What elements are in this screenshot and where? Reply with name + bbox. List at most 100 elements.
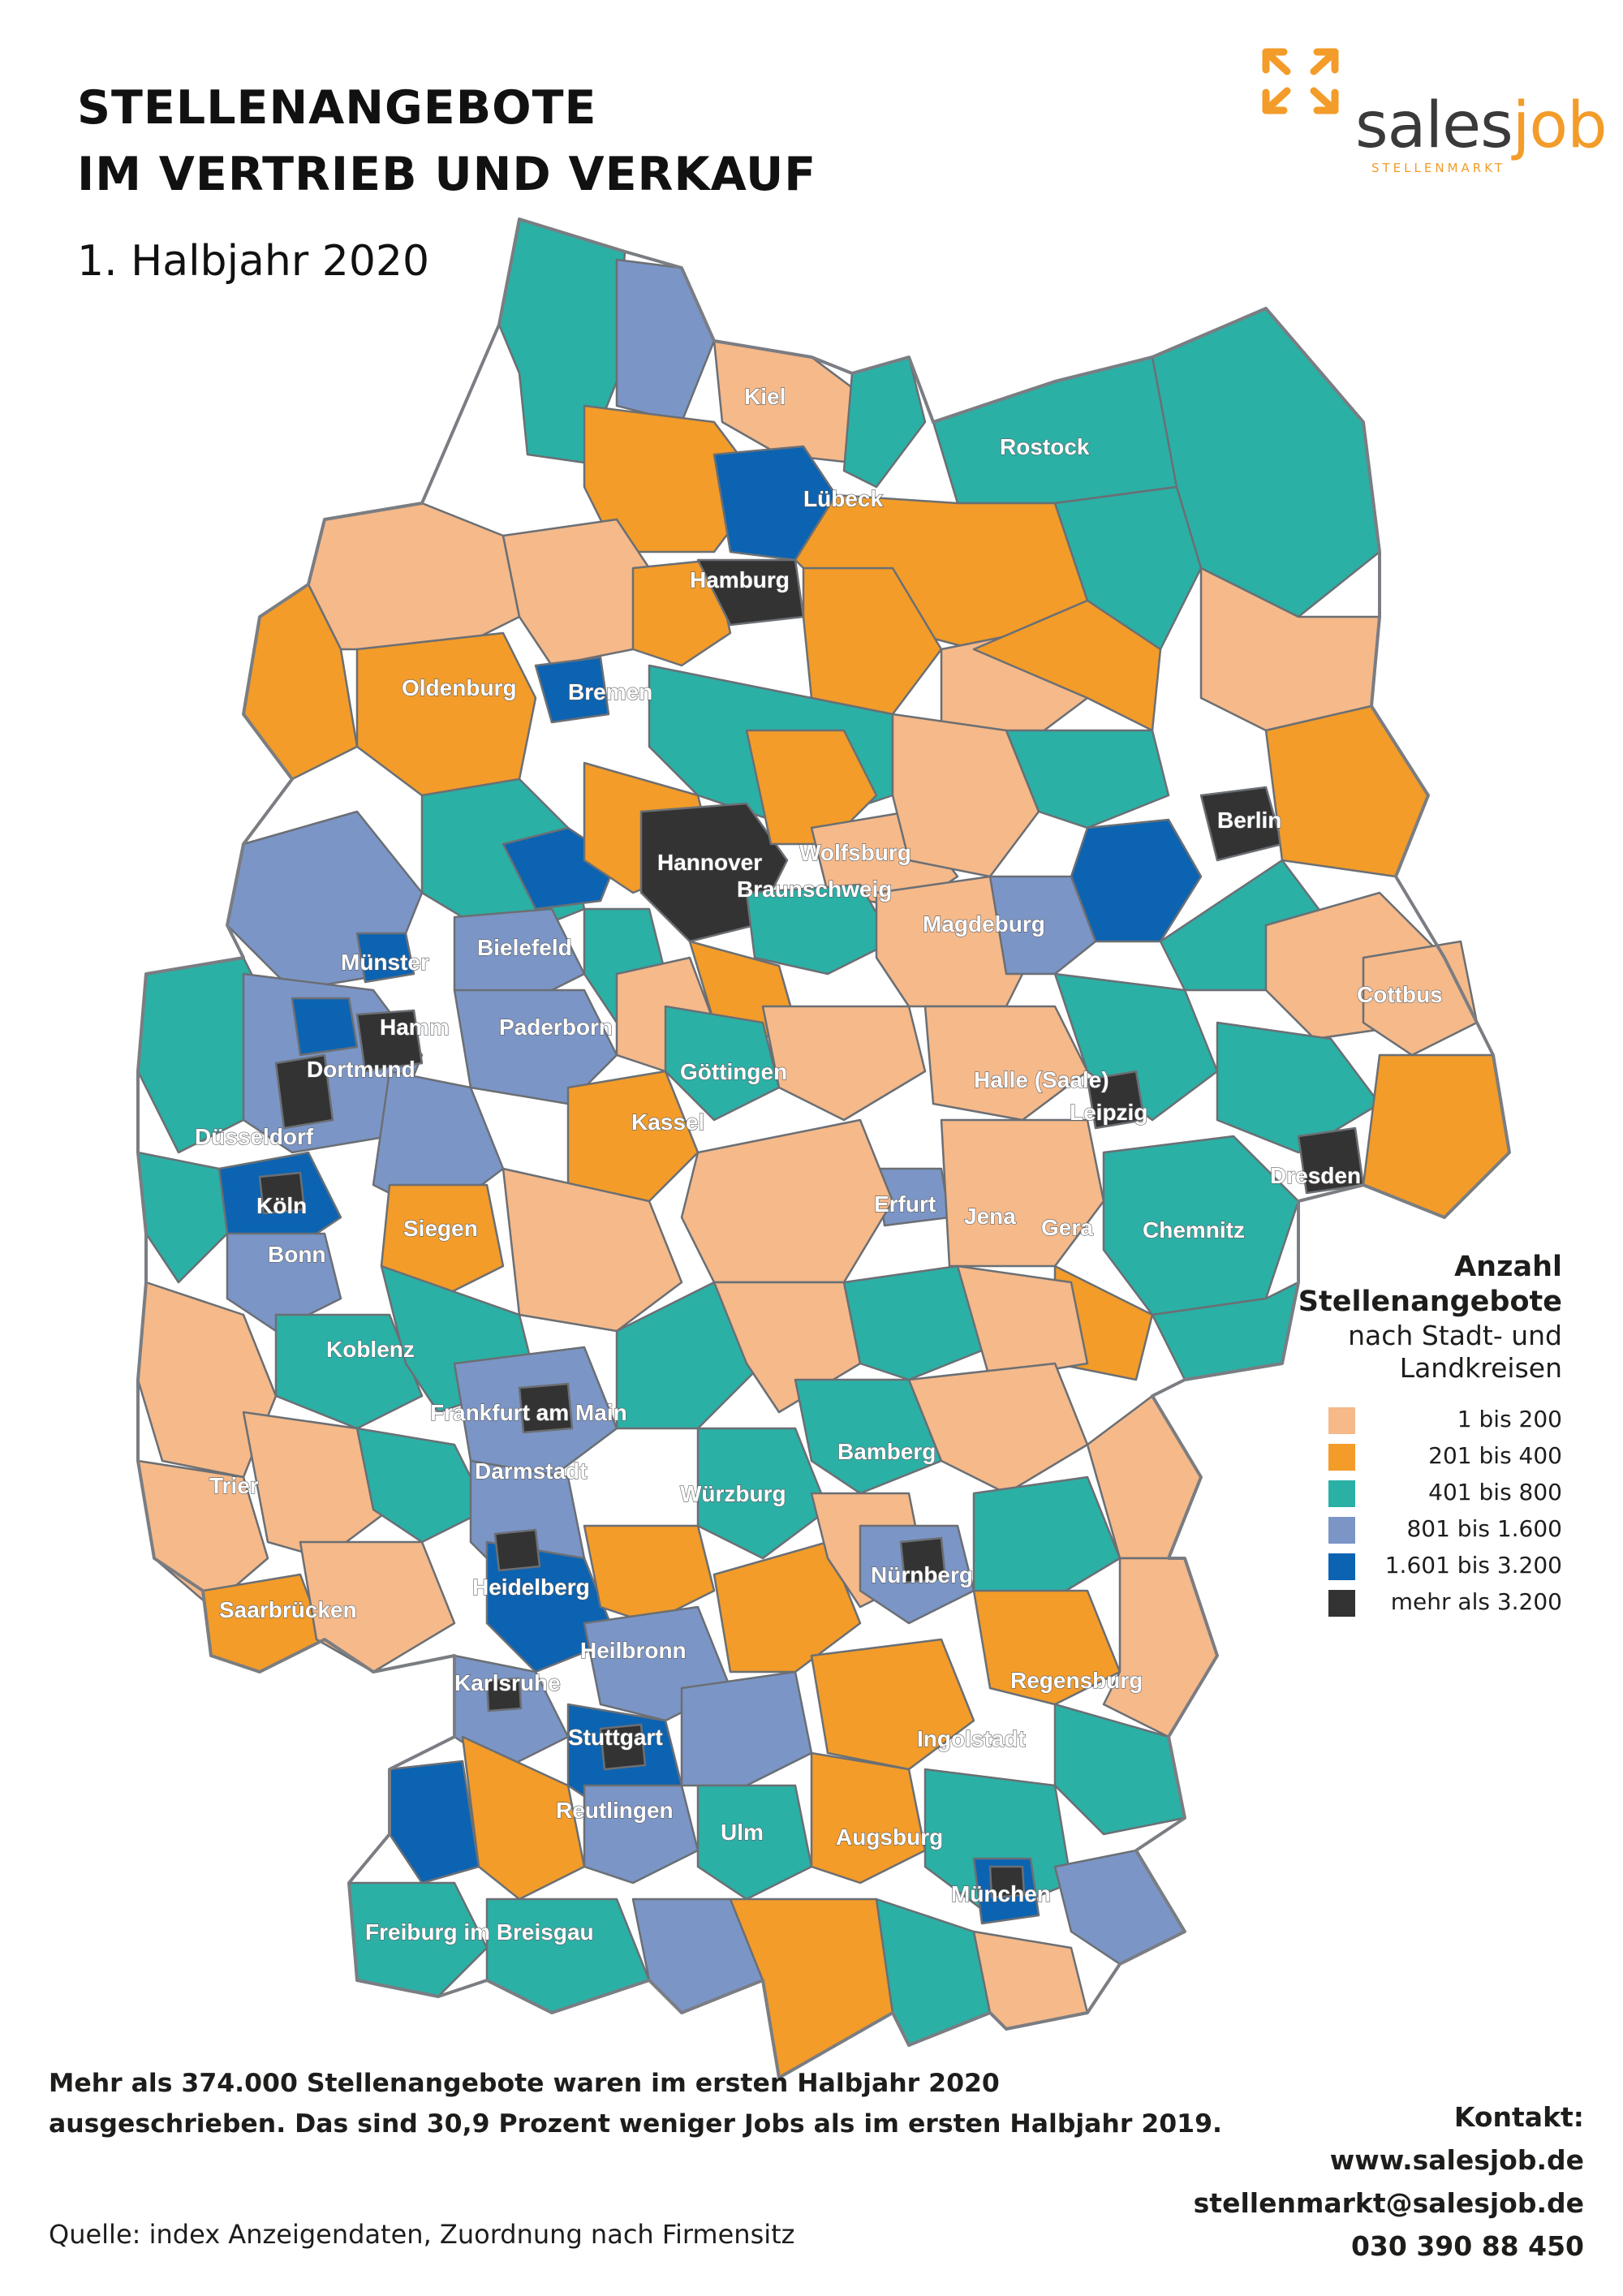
region-harz xyxy=(761,1005,927,1122)
region-allgaeu xyxy=(729,1898,894,2079)
region-hof xyxy=(956,1264,1089,1381)
source-note: Quelle: index Anzeigendaten, Zuordnung n… xyxy=(49,2219,795,2250)
city-label-bonn: Bonn xyxy=(268,1242,326,1267)
region-havelland xyxy=(1005,729,1170,829)
region-cottbus xyxy=(1362,940,1479,1057)
legend-item: 401 bis 800 xyxy=(1262,1477,1562,1514)
region-braunschweig xyxy=(745,883,894,976)
region-aachen xyxy=(136,1151,229,1284)
region-hessen-north xyxy=(502,1167,683,1333)
logo-word-job: job xyxy=(1512,89,1608,162)
contact-phone: 030 390 88 450 xyxy=(1350,2230,1584,2262)
legend-swatch xyxy=(1328,1480,1355,1507)
region-coburg xyxy=(842,1264,992,1381)
region-cuxhaven xyxy=(502,518,651,667)
map-legend: Anzahl Stellenangebote nach Stadt- und L… xyxy=(1262,1250,1562,1623)
city-label-frankfurt: Frankfurt am Main xyxy=(430,1400,627,1425)
legend-label: 1 bis 200 xyxy=(1457,1406,1562,1432)
region-bamberg xyxy=(794,1378,943,1495)
city-label-leipzig: Leipzig xyxy=(1070,1100,1147,1125)
region-oberfranken xyxy=(907,1362,1089,1495)
region-ingolstadt xyxy=(810,1638,975,1771)
legend-label: 801 bis 1.600 xyxy=(1406,1515,1562,1542)
city-label-heilbronn: Heilbronn xyxy=(580,1638,687,1663)
region-muenchen-core xyxy=(988,1865,1026,1899)
region-thueringen-west xyxy=(680,1118,894,1284)
city-label-paderborn: Paderborn xyxy=(499,1014,613,1040)
region-hamm xyxy=(291,997,359,1057)
city-label-ulm: Ulm xyxy=(721,1820,764,1845)
logo-tagline: STELLENMARKT xyxy=(1371,161,1506,175)
city-label-dortmund: Dortmund xyxy=(307,1057,415,1082)
region-meissen xyxy=(1216,1021,1381,1154)
city-label-luebeck: Lübeck xyxy=(803,486,883,511)
city-label-reutlingen: Reutlingen xyxy=(556,1798,674,1823)
region-karlsruhe-city xyxy=(485,1677,523,1712)
region-reutlingen xyxy=(583,1784,700,1885)
region-sh-south xyxy=(583,404,764,554)
logo-word-sales: sales xyxy=(1355,89,1513,162)
city-label-oldenburg: Oldenburg xyxy=(402,675,517,700)
region-siegen xyxy=(380,1183,505,1300)
region-leipzig-city xyxy=(1086,1070,1146,1130)
region-leipzig xyxy=(1053,972,1219,1122)
region-augsburg xyxy=(810,1751,927,1885)
contact-website-link[interactable]: www.salesjob.de xyxy=(1329,2144,1584,2176)
region-bodensee xyxy=(485,1898,651,2014)
city-label-bremen: Bremen xyxy=(568,679,652,704)
city-label-hamburg: Hamburg xyxy=(690,567,790,592)
city-label-siegen: Siegen xyxy=(403,1216,478,1241)
city-label-freiburg: Freiburg im Breisgau xyxy=(365,1919,594,1945)
city-label-erfurt: Erfurt xyxy=(874,1191,936,1217)
page-subtitle: 1. Halbjahr 2020 xyxy=(77,237,430,286)
region-oldenburg xyxy=(355,631,537,797)
legend-subtitle-line-2: Landkreisen xyxy=(1399,1352,1562,1384)
contact-block: Kontakt: www.salesjob.de stellenmarkt@sa… xyxy=(1194,2096,1584,2268)
city-label-hannover: Hannover xyxy=(657,850,762,875)
region-wuerzburg xyxy=(696,1427,829,1560)
region-halle xyxy=(923,1005,1089,1122)
region-passau xyxy=(1053,1703,1186,1836)
salesjob-logo: salesjob STELLENMARKT xyxy=(1250,41,1608,179)
city-label-wolfsburg: Wolfsburg xyxy=(799,840,911,865)
region-goettingen xyxy=(664,1005,781,1122)
region-fulda xyxy=(615,1281,764,1430)
legend-label: 401 bis 800 xyxy=(1428,1479,1562,1506)
city-label-ingolstadt: Ingolstadt xyxy=(917,1726,1026,1751)
contact-email-link[interactable]: stellenmarkt@salesjob.de xyxy=(1193,2187,1584,2219)
city-label-braunschweig: Braunschweig xyxy=(737,877,892,902)
logo-wordmark: salesjob xyxy=(1355,89,1608,162)
city-label-koblenz: Koblenz xyxy=(326,1337,415,1362)
region-thueringen-east xyxy=(940,1118,1105,1268)
region-dortmund xyxy=(355,1009,424,1073)
region-duesseldorf xyxy=(274,1053,334,1130)
region-ortenau xyxy=(388,1760,480,1885)
region-koblenz xyxy=(274,1313,424,1430)
city-label-bielefeld: Bielefeld xyxy=(477,935,572,960)
city-label-koeln: Köln xyxy=(256,1193,307,1218)
expand-arrows-icon xyxy=(1262,48,1339,114)
region-koeln-city xyxy=(258,1171,306,1215)
region-prignitz xyxy=(972,599,1162,732)
region-heidelberg xyxy=(485,1540,618,1674)
region-jerichower xyxy=(988,875,1097,976)
summary-line-2: ausgeschrieben. Das sind 30,9 Prozent we… xyxy=(49,2109,1222,2139)
city-label-dresden: Dresden xyxy=(1270,1163,1361,1188)
legend-item: 1 bis 200 xyxy=(1262,1404,1562,1441)
city-label-gera: Gera xyxy=(1041,1215,1093,1240)
region-sh-ostholstein xyxy=(842,355,927,489)
legend-swatch xyxy=(1328,1553,1355,1580)
title-line-1: STELLENANGEBOTE xyxy=(77,81,597,135)
city-label-jena: Jena xyxy=(964,1204,1016,1229)
region-regensburg xyxy=(972,1589,1121,1706)
legend-item: 801 bis 1.600 xyxy=(1262,1514,1562,1550)
legend-swatch xyxy=(1328,1590,1355,1617)
city-label-darmstadt: Darmstadt xyxy=(475,1458,587,1484)
legend-swatch xyxy=(1328,1444,1355,1471)
legend-item: mehr als 3.200 xyxy=(1262,1587,1562,1623)
region-stuttgart-city xyxy=(599,1723,647,1771)
city-label-heidelberg: Heidelberg xyxy=(472,1574,590,1600)
region-nuernberg-city xyxy=(899,1536,947,1584)
city-label-nuernberg: Nürnberg xyxy=(871,1562,973,1587)
legend-item: 201 bis 400 xyxy=(1262,1441,1562,1477)
